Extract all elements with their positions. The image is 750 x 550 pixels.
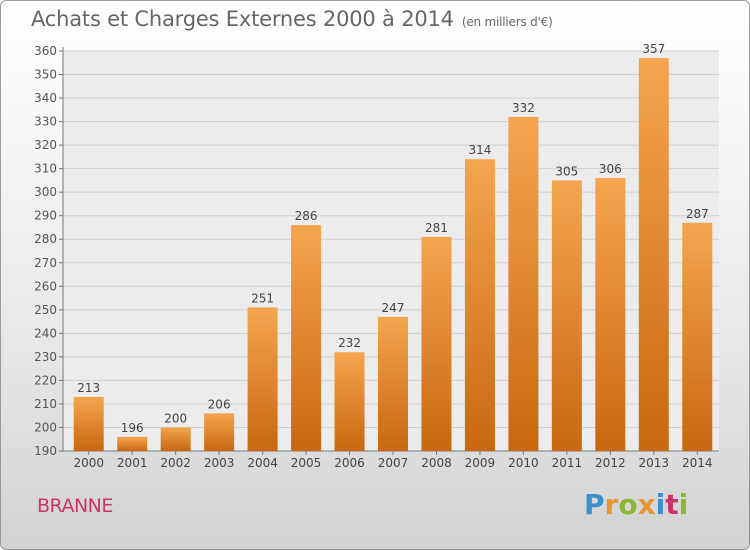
x-tick-label: 2004 (247, 456, 278, 470)
x-tick-label: 2006 (334, 456, 365, 470)
bar (247, 307, 278, 451)
x-tick-label: 2005 (291, 456, 322, 470)
proxiti-logo: Proxiti (584, 488, 689, 521)
data-label: 213 (77, 381, 100, 395)
y-tick-label: 360 (34, 44, 57, 58)
bar (595, 178, 626, 451)
y-tick-label: 260 (34, 279, 57, 293)
data-label: 306 (599, 162, 622, 176)
bar (464, 159, 495, 451)
y-tick-label: 350 (34, 68, 57, 82)
y-tick-label: 270 (34, 256, 57, 270)
y-tick-label: 290 (34, 209, 57, 223)
y-tick-label: 210 (34, 397, 57, 411)
y-tick-label: 310 (34, 162, 57, 176)
data-label: 200 (164, 411, 187, 425)
x-tick-label: 2013 (639, 456, 670, 470)
data-label: 332 (512, 101, 535, 115)
data-label: 357 (642, 42, 665, 56)
x-tick-label: 2002 (160, 456, 191, 470)
chart-title: Achats et Charges Externes 2000 à 2014 (e… (31, 7, 553, 31)
data-label: 232 (338, 336, 361, 350)
commune-name: BRANNE (37, 495, 113, 517)
y-tick-label: 200 (34, 420, 57, 434)
x-tick-label: 2010 (508, 456, 539, 470)
y-tick-label: 230 (34, 350, 57, 364)
y-tick-label: 280 (34, 232, 57, 246)
x-tick-label: 2009 (465, 456, 496, 470)
data-label: 196 (121, 421, 144, 435)
x-tick-label: 2003 (204, 456, 235, 470)
bar (551, 180, 582, 452)
y-tick-label: 220 (34, 373, 57, 387)
y-tick-label: 190 (34, 444, 57, 458)
data-label: 286 (295, 209, 318, 223)
y-tick-label: 250 (34, 303, 57, 317)
x-tick-label: 2012 (595, 456, 626, 470)
bar (508, 116, 539, 451)
bar (334, 352, 365, 451)
x-tick-label: 2008 (421, 456, 452, 470)
x-tick-label: 2001 (117, 456, 148, 470)
x-tick-label: 2007 (378, 456, 409, 470)
y-tick-label: 240 (34, 326, 57, 340)
data-label: 305 (555, 164, 578, 178)
data-label: 281 (425, 221, 448, 235)
data-label: 287 (686, 207, 709, 221)
bar (291, 225, 322, 451)
chart-title-text: Achats et Charges Externes 2000 à 2014 (31, 7, 454, 31)
data-label: 206 (208, 397, 231, 411)
bar (204, 413, 235, 451)
x-tick-label: 2014 (682, 456, 713, 470)
data-label: 251 (251, 291, 274, 305)
y-tick-label: 330 (34, 115, 57, 129)
bar (378, 316, 408, 451)
y-tick-label: 320 (34, 138, 57, 152)
y-tick-label: 340 (34, 91, 57, 105)
bar (421, 236, 452, 451)
bar (682, 222, 713, 451)
data-label: 314 (468, 143, 491, 157)
x-tick-label: 2000 (73, 456, 104, 470)
y-tick-label: 300 (34, 185, 57, 199)
bar (160, 427, 191, 451)
bar (638, 58, 669, 451)
data-label: 247 (382, 301, 405, 315)
chart-unit: (en milliers d'€) (461, 15, 553, 29)
bar (117, 436, 148, 451)
bar (73, 396, 104, 451)
x-tick-label: 2011 (552, 456, 583, 470)
